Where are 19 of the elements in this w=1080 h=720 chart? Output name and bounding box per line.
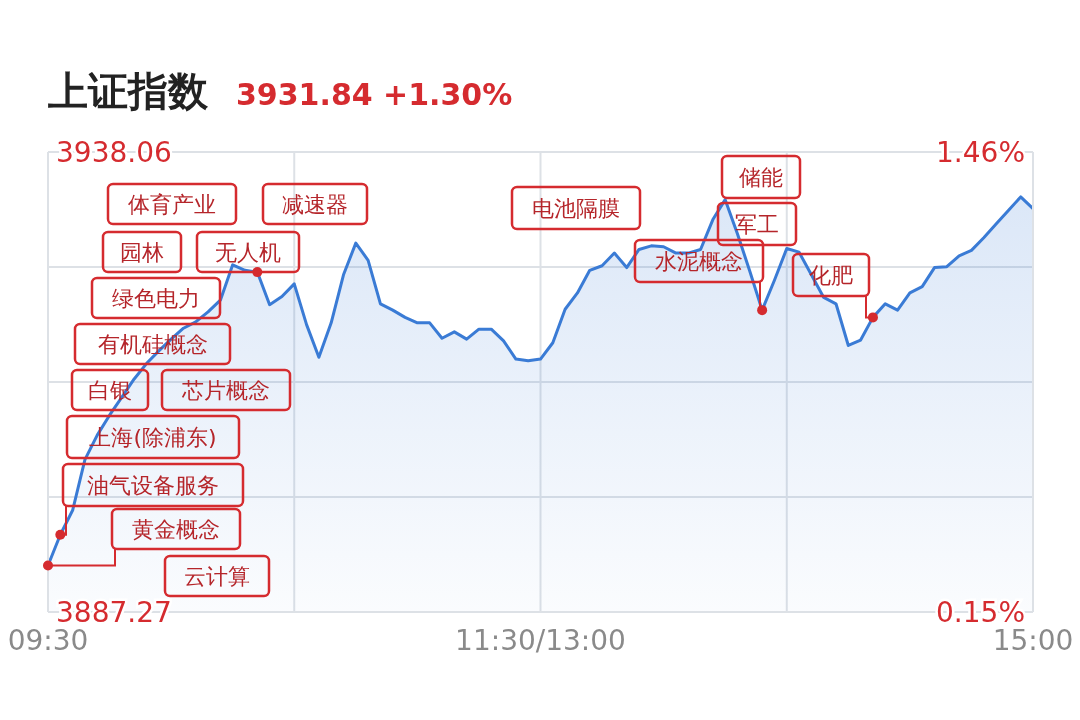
- annotation: 黄金概念: [132, 517, 220, 542]
- chart-title: 上证指数: [48, 67, 208, 116]
- annotation: 有机硅概念: [97, 332, 208, 357]
- annotation: 油气设备服务: [87, 473, 219, 498]
- y2-tick-label: 1.46%: [936, 135, 1025, 169]
- annotation: 减速器: [282, 192, 348, 217]
- annotation: 储能: [739, 165, 783, 190]
- annotation: 水泥概念: [655, 249, 743, 274]
- annotation: 绿色电力: [112, 286, 200, 311]
- y-tick-label: 3938.06: [56, 135, 172, 169]
- x-tick-label: 11:30/13:00: [455, 624, 626, 657]
- annotation: 云计算: [184, 564, 250, 589]
- annotation: 园林: [120, 240, 164, 265]
- annotation: 芯片概念: [181, 378, 270, 403]
- annotation: 无人机: [215, 240, 281, 265]
- annotation: 军工: [735, 212, 779, 237]
- annotation: 电池隔膜: [532, 196, 620, 221]
- chart-subtitle: 3931.84 +1.30%: [236, 77, 513, 112]
- annotation: 体育产业: [128, 192, 216, 217]
